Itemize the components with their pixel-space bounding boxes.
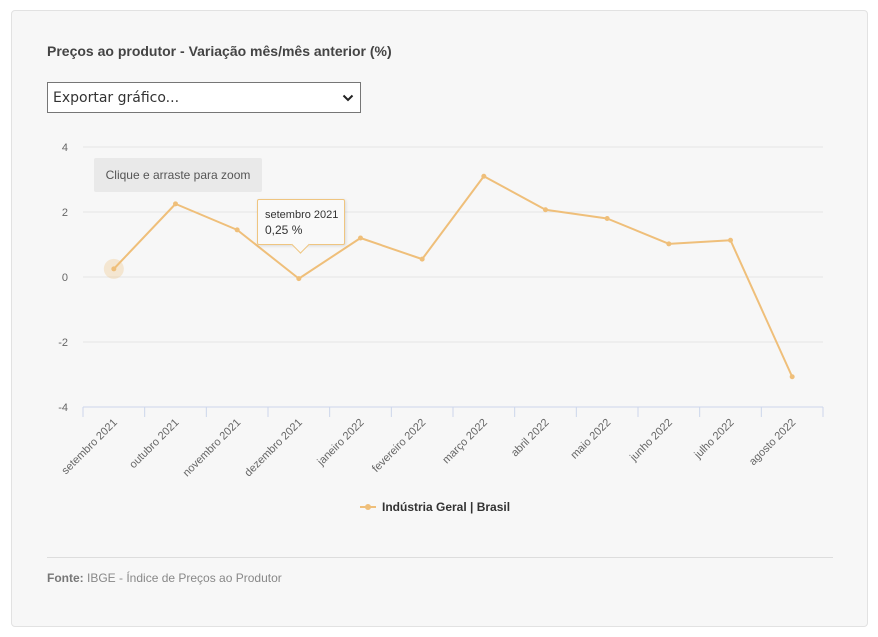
data-point [173, 201, 178, 207]
chart-legend[interactable]: Indústria Geral | Brasil [360, 500, 510, 514]
x-tick-label: setembro 2021 [60, 417, 120, 477]
x-tick-label: fevereiro 2022 [370, 417, 428, 475]
source-text: IBGE - Índice de Preços ao Produtor [87, 571, 282, 585]
data-point [543, 207, 548, 213]
tooltip-label: setembro 2021 [265, 209, 339, 221]
x-tick-label: novembro 2021 [181, 417, 244, 480]
export-select[interactable]: Exportar gráfico... [47, 82, 361, 113]
data-point [111, 266, 117, 272]
x-tick-label: outubro 2021 [127, 417, 181, 471]
x-tick-label: junho 2022 [627, 417, 675, 465]
y-tick-label: 0 [62, 272, 68, 284]
chart-title: Preços ao produtor - Variação mês/mês an… [47, 43, 392, 59]
data-point [419, 256, 425, 262]
y-tick-label: 2 [62, 207, 68, 219]
footer-divider [47, 557, 833, 558]
y-tick-label: -4 [58, 402, 68, 414]
y-tick-label: 4 [62, 142, 68, 154]
chevron-down-icon [342, 94, 354, 102]
data-point [789, 374, 795, 380]
data-point [296, 276, 302, 282]
data-point [604, 216, 610, 221]
x-tick-label: janeiro 2022 [315, 417, 367, 469]
x-tick-label: maio 2022 [568, 417, 613, 462]
zoom-hint: Clique e arraste para zoom [94, 158, 262, 192]
x-tick-label: abril 2022 [509, 417, 552, 460]
x-tick-label: dezembro 2021 [242, 417, 305, 480]
data-point [481, 173, 487, 179]
tooltip-value: 0,25 % [265, 223, 303, 237]
source-note: Fonte: IBGE - Índice de Preços ao Produt… [47, 571, 282, 585]
legend-series-label: Indústria Geral | Brasil [382, 500, 511, 514]
data-point [728, 237, 733, 243]
series-line [113, 175, 794, 378]
x-tick-label: março 2022 [440, 417, 490, 467]
y-tick-label: -2 [58, 337, 68, 349]
x-tick-label: agosto 2022 [747, 417, 798, 468]
data-point [234, 227, 240, 233]
chart-tooltip: setembro 2021 0,25 % [257, 199, 345, 254]
x-tick-label: julho 2022 [692, 417, 737, 462]
source-label: Fonte: [47, 571, 84, 585]
export-select-value: Exportar gráfico... [53, 89, 180, 106]
data-point [358, 235, 363, 241]
legend-line-marker-icon [360, 500, 376, 514]
data-point [666, 241, 672, 247]
